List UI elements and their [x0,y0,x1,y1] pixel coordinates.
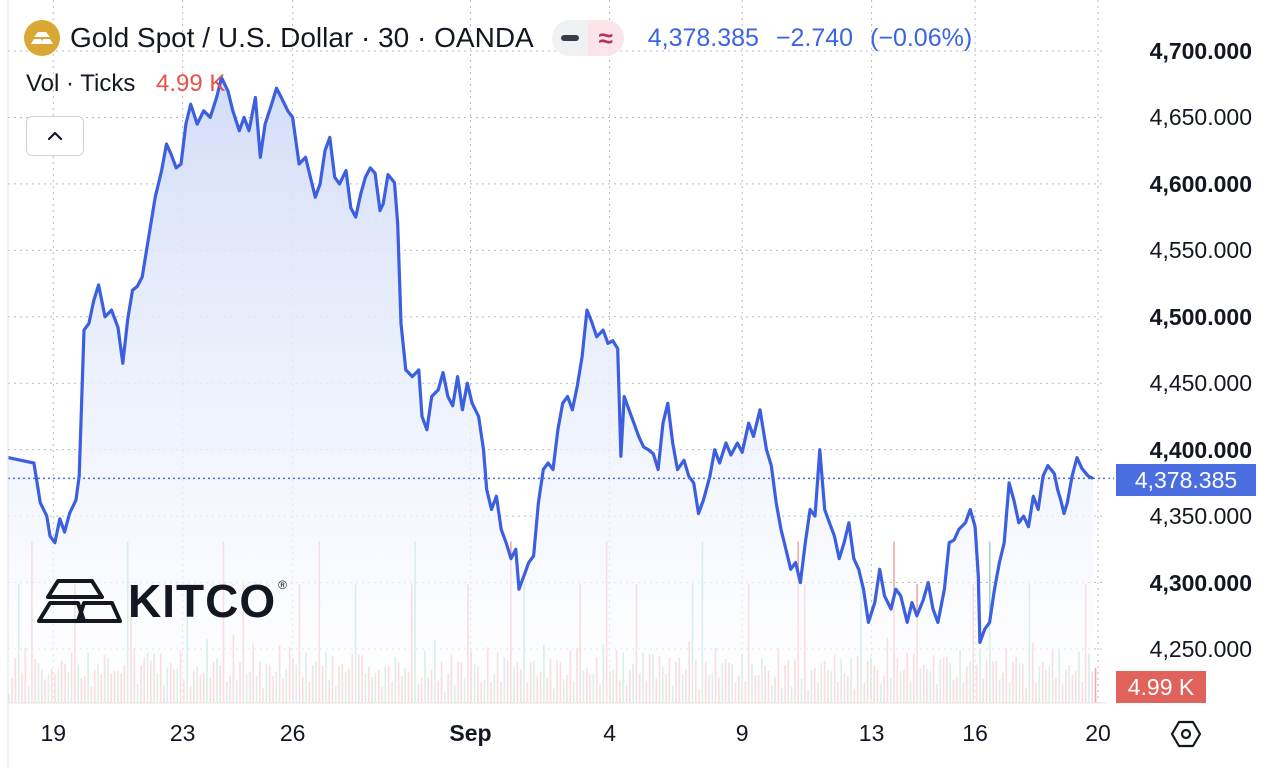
gold-symbol-icon[interactable] [24,20,60,56]
chevron-up-icon [47,131,63,141]
kitco-logo: KITCO ® [36,578,287,624]
kitco-wordmark: KITCO [128,575,277,627]
volume-value: 4.99 K [156,70,226,97]
price-tick-label: 4,450.000 [1149,370,1252,397]
price-area-fill [8,77,1094,704]
volume-legend[interactable]: Vol · Ticks 4.99 K [26,70,225,98]
chart-type-toggle[interactable]: ≈ [551,20,624,56]
collapse-legend-button[interactable] [26,116,84,156]
price-tick-label: 4,650.000 [1149,104,1252,131]
price-tick-label: 4,250.000 [1149,636,1252,662]
price-change-value: −2.740 [775,23,854,52]
time-tick-label: 16 [962,720,988,746]
time-tick-label: 9 [735,720,749,746]
kitco-bars-icon [37,579,122,623]
last-price-value: 4,378.385 [647,23,759,52]
time-tick-label: Sep [449,720,492,746]
chart-header: Gold Spot / U.S. Dollar · 30 · OANDA ≈ 4… [24,18,982,58]
price-tick-label: 4,550.000 [1149,237,1252,264]
price-tick-label: 4,400.000 [1149,436,1252,463]
minus-icon[interactable] [552,20,588,56]
settings-hexagon-icon [1170,720,1202,748]
price-change-percent: (−0.06%) [870,23,973,52]
time-tick-label: 20 [1085,720,1111,746]
axis-settings-button[interactable] [1170,718,1202,750]
time-tick-label: 19 [40,720,67,746]
volume-label: Vol · Ticks [26,70,136,97]
volume-bar [1094,667,1097,703]
time-tick-label: 13 [858,720,885,746]
approx-icon[interactable]: ≈ [587,20,624,56]
price-tick-label: 4,700.000 [1149,38,1252,64]
time-tick-label: 23 [169,720,196,746]
price-tick-label: 4,600.000 [1149,170,1252,197]
price-readout: 4,378.385 −2.740 (−0.06%) [648,24,982,53]
price-line-series [7,76,1094,644]
price-tick-label: 4,350.000 [1149,503,1252,530]
time-tick-label: 4 [603,720,616,746]
price-tick-label: 4,500.000 [1149,303,1252,330]
time-tick-label: 26 [279,720,306,746]
registered-mark: ® [278,578,287,592]
volume-tag: 4.99 K [1116,671,1206,703]
price-tick-label: 4,300.000 [1149,569,1252,596]
symbol-title[interactable]: Gold Spot / U.S. Dollar · 30 · OANDA [70,22,534,53]
last-price-tag: 4,378.385 [1116,464,1256,496]
